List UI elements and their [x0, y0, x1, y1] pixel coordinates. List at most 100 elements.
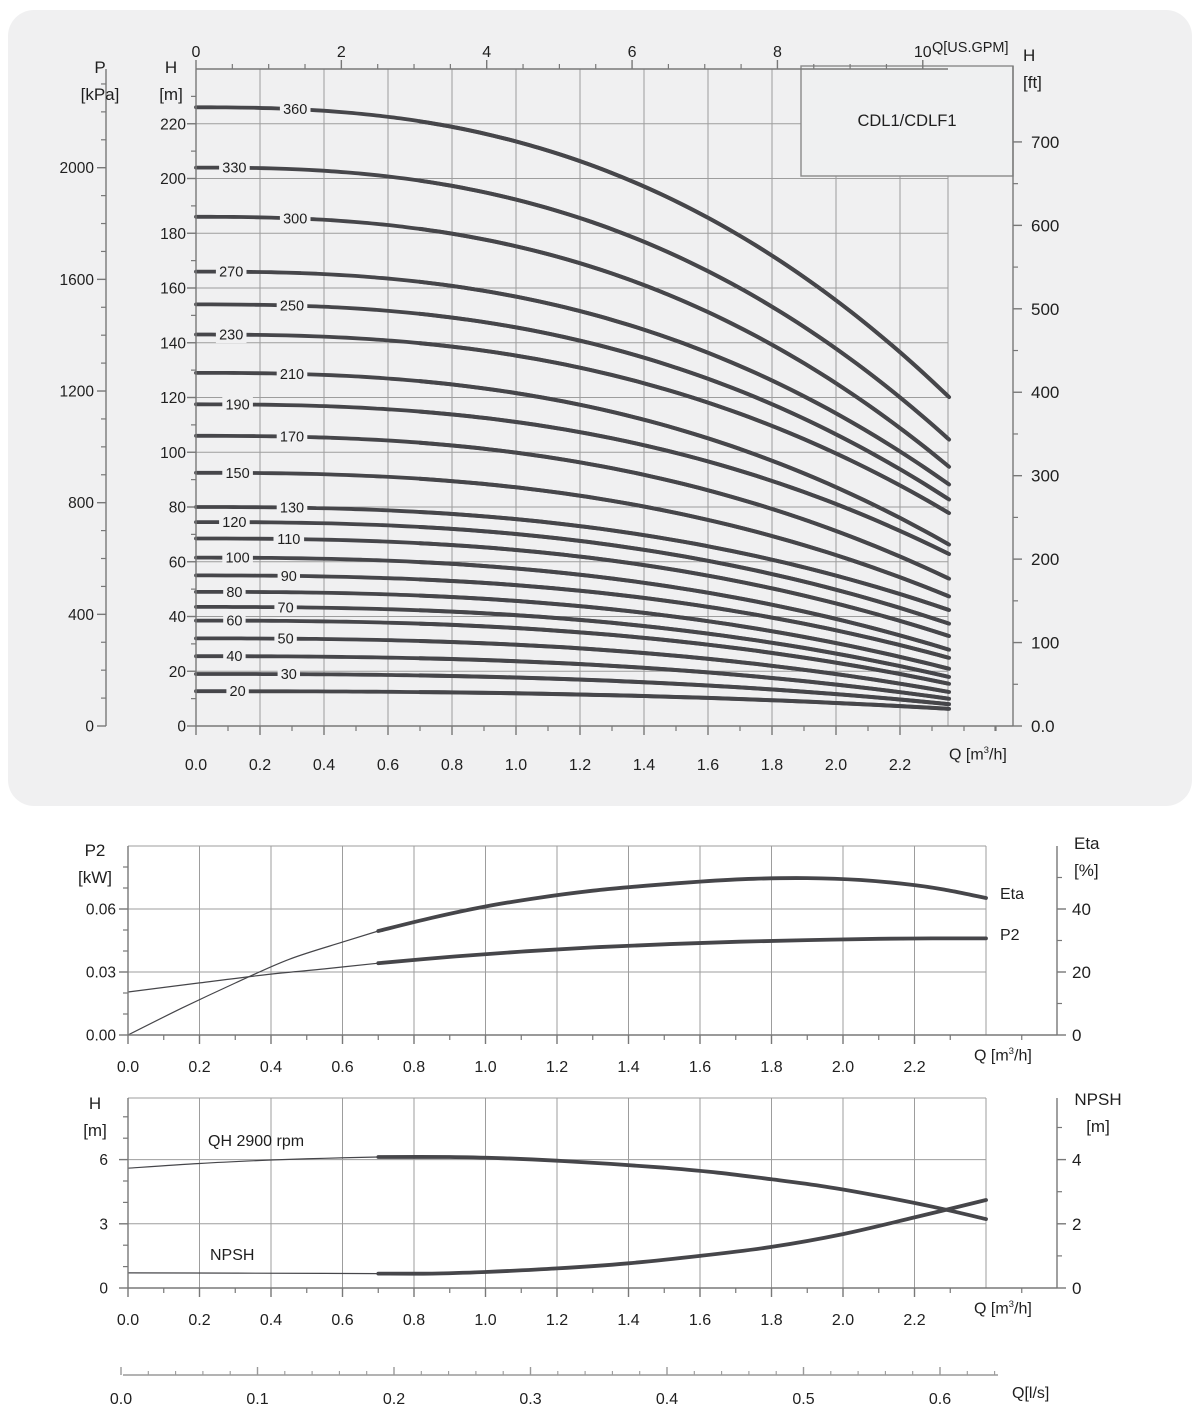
q-tick-label: 1.4 — [617, 1059, 639, 1076]
curve-label-mask-60 — [223, 612, 246, 630]
q-ls-axis: 0.0 0.1 0.2 0.3 0.4 0.5 0.6 — [110, 1367, 998, 1408]
curve-label-130: 130 — [280, 501, 304, 517]
noop-duty — [194, 654, 951, 701]
mid-q-m3h-label: Q [m3/h] — [974, 1046, 1032, 1065]
p2-tick-label: 0.06 — [86, 902, 116, 919]
curve-label-mask-110 — [273, 530, 305, 548]
h-m-tick-label: 220 — [160, 116, 186, 133]
q-tick-label: 1.4 — [617, 1312, 639, 1329]
main-curve-labels: 360 330 300 270 250 230 210 190 170 150 130 120 110 1… — [215, 100, 311, 700]
q-tick-label: 1.0 — [505, 757, 527, 774]
q-unit-suf: /h] — [1014, 1047, 1032, 1065]
q-unit-sup: 3 — [983, 745, 990, 756]
noop-duty — [194, 555, 951, 652]
q-tick-label: 0.4 — [260, 1059, 282, 1076]
q-tick-label: 0.0 — [117, 1059, 139, 1076]
q-ls-tick-label: 0.6 — [929, 1391, 951, 1408]
curve-p2-thin — [127, 962, 379, 993]
curve-label-mask-120 — [219, 513, 250, 531]
gpm-tick-label: 4 — [482, 44, 491, 61]
series-title-box — [800, 65, 1014, 177]
p2-axis-header: P2 [kW] — [65, 837, 125, 891]
noop-duty — [194, 618, 951, 686]
p-kpa-tick-label: 800 — [68, 495, 94, 512]
h-m-tick-label: 40 — [169, 609, 187, 626]
noop-duty — [194, 214, 951, 469]
noop-duty — [194, 604, 951, 679]
q-tick-label: 2.0 — [832, 1059, 854, 1076]
q-tick-label: 0.6 — [331, 1312, 353, 1329]
eta-header-line1: Eta — [1074, 834, 1100, 853]
q-ls-axis-label: Q[l/s] — [1012, 1385, 1050, 1402]
q-ls-tick-label: 0.0 — [110, 1391, 132, 1408]
q-tick-label: 1.8 — [760, 1059, 782, 1076]
curve-60-duty — [418, 621, 950, 686]
qh-npsh-curves — [127, 1155, 988, 1276]
series-title-box-label: CDL1/CDLF1 — [857, 111, 957, 130]
curve-label-230: 230 — [219, 328, 243, 344]
q-tick-label: 1.2 — [546, 1312, 568, 1329]
curve-330-duty — [418, 178, 950, 441]
q-tick-label: 0.2 — [188, 1059, 210, 1076]
noop-duty — [194, 520, 951, 626]
noop-duty — [194, 589, 951, 671]
q-tick-label: 0.6 — [377, 757, 399, 774]
curve-label-90: 90 — [281, 569, 297, 585]
h-m-tick-label: 140 — [160, 335, 186, 352]
main-chart: 3603303002702502302101901701501301201101… — [60, 44, 1059, 774]
q-tick-label: 0.0 — [117, 1312, 139, 1329]
q-tick-label: 2.0 — [832, 1312, 854, 1329]
noop-duty — [194, 332, 951, 516]
qh-curve-label: QH 2900 rpm — [208, 1133, 305, 1150]
h-ft-header-line2: [ft] — [1023, 73, 1042, 92]
noop-duty — [194, 105, 951, 400]
curve-label-60: 60 — [226, 614, 242, 630]
q-ls-tick-label: 0.4 — [656, 1391, 678, 1408]
curve-label-30: 30 — [281, 667, 297, 683]
h-m-tick-label: 180 — [160, 226, 186, 243]
curve-npsh-duty — [376, 1198, 988, 1276]
curve-130-duty — [418, 510, 950, 612]
q-tick-label: 1.4 — [633, 757, 655, 774]
curve-label-300: 300 — [283, 211, 307, 227]
h-ft-header-line1: H — [1023, 46, 1036, 65]
bot-q-m3h-label: Q [m3/h] — [974, 1299, 1032, 1318]
h-bot-axis-header: H [m] — [65, 1090, 125, 1144]
q-tick-label: 0.8 — [403, 1059, 425, 1076]
gpm-tick-label: 10 — [914, 44, 932, 61]
curve-label-mask-300 — [279, 209, 311, 227]
gpm-tick-label: 2 — [337, 44, 346, 61]
curve-label-110: 110 — [277, 532, 300, 548]
noop-duty — [194, 470, 951, 599]
curve-label-mask-70 — [274, 598, 297, 616]
curve-label-mask-210 — [276, 365, 308, 383]
q-tick-label: 0.6 — [331, 1059, 353, 1076]
q-tick-label: 1.8 — [761, 757, 783, 774]
q-unit-sup: 3 — [1008, 1299, 1015, 1310]
curve-label-80: 80 — [226, 585, 242, 601]
curve-label-mask-40 — [223, 647, 246, 665]
p-kpa-tick-label: 400 — [68, 607, 94, 624]
h-ft-tick-label: 700 — [1031, 133, 1059, 152]
q-ls-tick-label: 0.2 — [383, 1391, 405, 1408]
h-tick-label: 3 — [99, 1216, 108, 1233]
curve-label-mask-330 — [219, 159, 250, 177]
curve-label-mask-230 — [215, 326, 247, 344]
h-m-tick-label: 120 — [160, 390, 186, 407]
p-kpa-tick-label: 1200 — [60, 384, 95, 401]
curve-label-210: 210 — [280, 367, 304, 383]
h-m-tick-label: 20 — [169, 664, 187, 681]
noop-duty — [194, 689, 951, 711]
curve-label-mask-130 — [276, 499, 308, 517]
eta-curve-label: Eta — [1000, 886, 1025, 903]
qh-npsh-chart: 0 3 6 0 2 4 0.0 0.2 0.4 0.6 0.8 1.0 1.2 1.4 1.6 1.8 2.0 2… — [99, 1097, 1081, 1329]
curve-label-270: 270 — [219, 265, 243, 281]
h-ft-tick-label: 600 — [1031, 216, 1059, 235]
q-unit-suf: /h] — [989, 746, 1007, 764]
gpm-tick-label: 6 — [628, 44, 637, 61]
noop-duty — [194, 573, 951, 660]
p2-eta-curves — [127, 876, 988, 1036]
q-tick-label: 0.2 — [249, 757, 271, 774]
main-q-m3h-label: Q [m3/h] — [949, 745, 1007, 764]
q-tick-label: 1.8 — [760, 1312, 782, 1329]
